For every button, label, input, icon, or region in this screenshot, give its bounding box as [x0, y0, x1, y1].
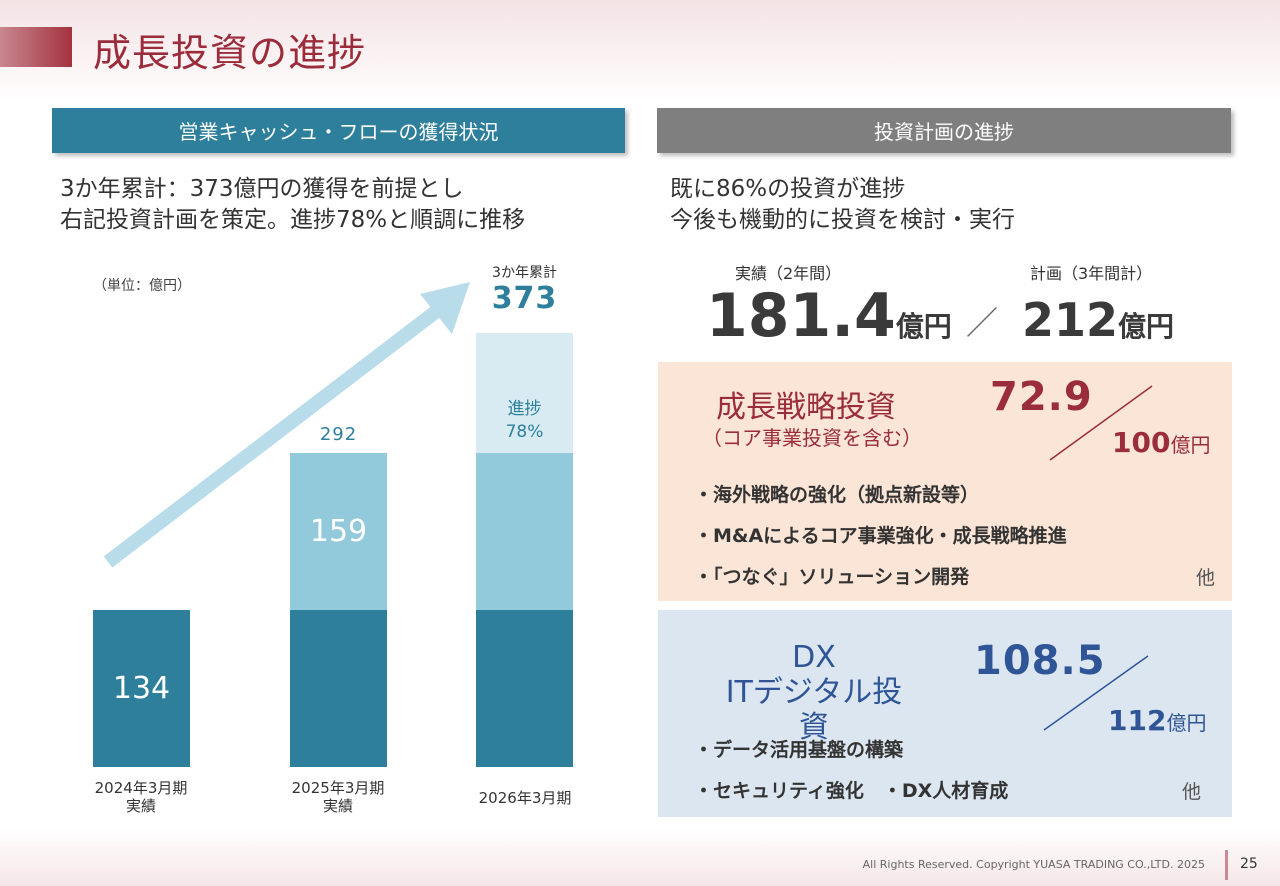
- plan-total-value: 212: [1022, 293, 1119, 347]
- bar-2026-top: [476, 333, 573, 453]
- dx-plan: 112億円: [1108, 704, 1206, 737]
- actual-label: 実績（2年間）: [735, 264, 842, 283]
- growth-bullet-2: ・M&Aによるコア事業強化・成長戦略推進: [694, 525, 1067, 547]
- dx-bullet-1: ・データ活用基盤の構築: [694, 739, 904, 761]
- copyright: All Rights Reserved. Copyright YUASA TRA…: [862, 858, 1205, 871]
- x-label-2024: 2024年3月期 実績: [66, 779, 216, 815]
- x-label-2025-line2: 実績: [322, 797, 353, 815]
- growth-investment-box: [658, 362, 1232, 601]
- cumulative-value: 373: [491, 281, 558, 316]
- x-label-2024-line2: 実績: [125, 797, 156, 815]
- bar-2026-mid: [476, 453, 573, 610]
- plan-lead-line1: 既に86%の投資が進捗: [670, 176, 906, 202]
- plan-lead: 既に86%の投資が進捗 今後も機動的に投資を検討・実行: [670, 174, 1015, 236]
- growth-subtitle: （コア事業投資を含む）: [702, 426, 922, 450]
- growth-plan-value: 100: [1112, 426, 1171, 459]
- bar-2025-total: 292: [319, 424, 358, 445]
- page-number: 25: [1240, 856, 1258, 872]
- cashflow-header: 営業キャッシュ・フローの獲得状況: [52, 108, 625, 153]
- plan-total: 212億円: [1022, 290, 1174, 357]
- footer-band: [0, 828, 1280, 886]
- actual-total-unit: 億円: [895, 310, 952, 343]
- plan-lead-line2: 今後も機動的に投資を検討・実行: [670, 207, 1015, 233]
- bar-2024: 134: [93, 610, 190, 767]
- plan-label: 計画（3年間計）: [1030, 264, 1153, 283]
- actual-total: 181.4億円: [706, 280, 952, 363]
- growth-bullet-1: ・海外戦略の強化（拠点新設等）: [694, 484, 980, 506]
- x-label-2025: 2025年3月期 実績: [263, 779, 413, 815]
- page-title: 成長投資の進捗: [93, 31, 367, 75]
- footer-divider: [1225, 850, 1228, 880]
- dx-title-line2: ITデジタル投資: [725, 675, 903, 745]
- x-label-2025-line1: 2025年3月期: [291, 779, 385, 797]
- cashflow-lead-line2: 右記投資計画を策定。進捗78%と順調に推移: [60, 207, 526, 233]
- progress-annotation: 進捗 78%: [476, 398, 573, 444]
- bar-2025-base: [290, 610, 387, 767]
- progress-label: 進捗: [507, 399, 542, 419]
- dx-actual: 108.5: [974, 638, 1106, 684]
- dx-title: DX ITデジタル投資: [712, 640, 916, 745]
- progress-value: 78%: [505, 422, 544, 442]
- bar-2025-upper: 159: [290, 453, 387, 610]
- title-accent-bar: [0, 27, 72, 67]
- growth-bullet-3: ・「つなぐ」ソリューション開発: [694, 566, 970, 588]
- dx-title-line1: DX: [792, 640, 836, 675]
- top-band: [0, 0, 1280, 100]
- bar-2026-base: [476, 610, 573, 767]
- bar-2024-value: 134: [112, 671, 171, 706]
- x-label-2026: 2026年3月期: [478, 789, 572, 807]
- plan-total-unit: 億円: [1118, 310, 1175, 343]
- bar-2025-upper-value: 159: [309, 514, 368, 549]
- growth-other: 他: [1196, 567, 1216, 589]
- investment-plan-header: 投資計画の進捗: [657, 108, 1231, 153]
- dx-investment-box: [658, 610, 1232, 817]
- dx-divider-line: [1043, 655, 1149, 731]
- growth-actual: 72.9: [990, 374, 1093, 420]
- x-label-2024-line1: 2024年3月期: [94, 779, 188, 797]
- growth-plan: 100億円: [1112, 426, 1210, 459]
- growth-arrow-icon: [103, 282, 470, 568]
- total-slash: ／: [966, 304, 999, 342]
- cashflow-lead-line1: 3か年累計：373億円の獲得を前提とし: [60, 176, 464, 202]
- growth-divider-line: [1049, 385, 1153, 461]
- growth-title: 成長戦略投資: [716, 390, 896, 425]
- unit-label: （単位：億円）: [93, 278, 191, 294]
- growth-plan-unit: 億円: [1170, 433, 1211, 457]
- actual-total-value: 181.4: [706, 281, 896, 351]
- cumulative-label: 3か年累計: [492, 265, 557, 281]
- dx-other: 他: [1182, 781, 1202, 803]
- cashflow-lead: 3か年累計：373億円の獲得を前提とし 右記投資計画を策定。進捗78%と順調に推…: [60, 174, 525, 236]
- dx-bullet-2: ・セキュリティ強化 ・DX人材育成: [694, 780, 1009, 802]
- dx-plan-value: 112: [1108, 704, 1167, 737]
- dx-plan-unit: 億円: [1166, 711, 1207, 735]
